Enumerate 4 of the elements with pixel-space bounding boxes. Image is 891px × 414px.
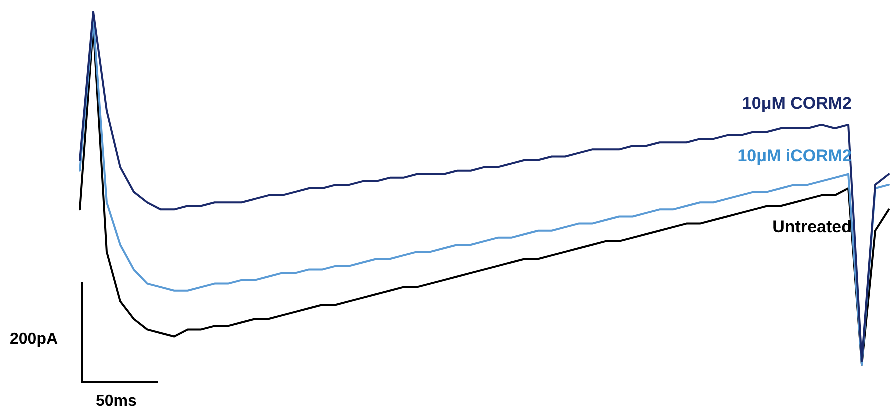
series-label: 10μM CORM2 — [742, 94, 852, 113]
text: 200pA — [10, 331, 58, 348]
text: 50ms — [96, 393, 138, 410]
series-label: Untreated — [772, 218, 852, 236]
